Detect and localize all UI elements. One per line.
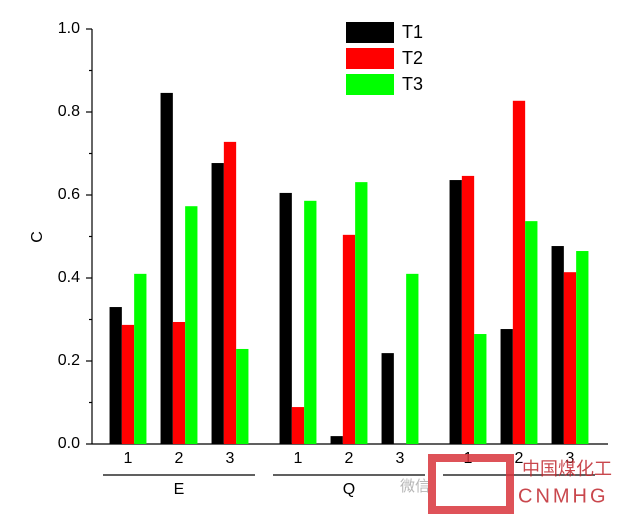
bar (342, 234, 356, 444)
legend-swatch (346, 48, 394, 69)
watermark-text: CNMHG (518, 485, 609, 507)
legend-swatch (346, 22, 394, 43)
bar (236, 348, 249, 444)
bar (211, 163, 224, 445)
y-tick-label: 0.0 (58, 435, 80, 452)
legend-swatch (346, 74, 394, 95)
x-tick-label: 3 (566, 450, 575, 467)
group-label: Q (343, 481, 355, 498)
watermark-logo (428, 454, 514, 514)
y-tick-label: 0.2 (58, 352, 80, 369)
bar (461, 175, 475, 444)
bar (525, 221, 538, 444)
x-tick-label: 2 (175, 450, 184, 467)
y-tick-label: 0.6 (58, 186, 80, 203)
bar (563, 272, 577, 444)
bar (121, 324, 135, 444)
x-tick-label: 2 (515, 450, 524, 467)
y-tick-label: 0.8 (58, 103, 80, 120)
x-tick-label: 1 (124, 450, 133, 467)
y-tick-label: 1.0 (58, 20, 80, 37)
watermark-text: 中国煤化工 (522, 459, 612, 479)
legend-label: T2 (402, 48, 423, 68)
x-tick-label: 3 (226, 450, 235, 467)
bar (381, 353, 394, 444)
watermark-text: 微信 (400, 478, 430, 495)
bar (355, 182, 368, 444)
x-tick-label: 3 (396, 450, 405, 467)
bar (185, 206, 198, 444)
legend-label: T3 (402, 74, 423, 94)
bar (304, 200, 317, 444)
x-tick-label: 2 (345, 450, 354, 467)
bar (291, 407, 305, 444)
bar (330, 436, 343, 444)
bar (474, 334, 487, 444)
bar (551, 246, 564, 444)
group-label: E (174, 481, 185, 498)
bar (406, 273, 419, 444)
y-tick-label: 0.4 (58, 269, 80, 286)
bar (449, 180, 462, 444)
bar (279, 192, 292, 444)
bar (512, 100, 526, 445)
bar (134, 273, 147, 444)
bar (223, 141, 237, 444)
bar (172, 321, 186, 444)
bar (576, 251, 589, 444)
legend-label: T1 (402, 22, 423, 42)
bar (160, 92, 173, 444)
bar (500, 329, 513, 444)
bar (109, 307, 122, 444)
watermark: 微信 中国煤化工 CNMHG (400, 454, 612, 514)
x-tick-label: 1 (294, 450, 303, 467)
y-axis-label: C (29, 231, 46, 243)
